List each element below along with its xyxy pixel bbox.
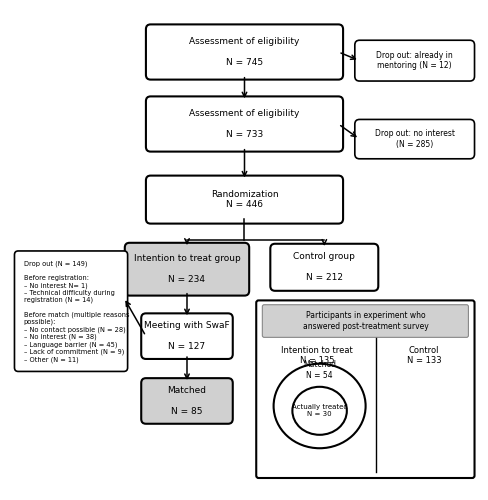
- FancyBboxPatch shape: [262, 304, 468, 338]
- FancyBboxPatch shape: [145, 96, 343, 152]
- Text: Assessment of eligibility

N = 733: Assessment of eligibility N = 733: [189, 109, 299, 139]
- Text: Participants in experiment who
answered post-treatment survey: Participants in experiment who answered …: [302, 312, 427, 330]
- Text: Control group

N = 212: Control group N = 212: [293, 252, 354, 282]
- FancyBboxPatch shape: [141, 314, 232, 359]
- FancyBboxPatch shape: [256, 300, 473, 478]
- FancyBboxPatch shape: [145, 176, 343, 224]
- Text: Matched
N = 54: Matched N = 54: [303, 360, 335, 380]
- FancyBboxPatch shape: [354, 120, 473, 159]
- Text: Meeting with SwaF

N = 127: Meeting with SwaF N = 127: [144, 322, 229, 351]
- FancyBboxPatch shape: [145, 24, 343, 80]
- Text: Assessment of eligibility

N = 745: Assessment of eligibility N = 745: [189, 37, 299, 67]
- FancyBboxPatch shape: [124, 243, 249, 296]
- Text: Intention to treat group

N = 234: Intention to treat group N = 234: [133, 254, 240, 284]
- FancyBboxPatch shape: [141, 378, 232, 424]
- Text: Control
N = 133: Control N = 133: [406, 346, 441, 366]
- Text: Intention to treat
N = 135: Intention to treat N = 135: [281, 346, 352, 366]
- Text: Drop out: already in
mentoring (N = 12): Drop out: already in mentoring (N = 12): [376, 51, 452, 70]
- Text: Randomization
N = 446: Randomization N = 446: [210, 190, 278, 210]
- Text: Drop out: no interest
(N = 285): Drop out: no interest (N = 285): [374, 130, 454, 149]
- Text: Actually treated
N = 30: Actually treated N = 30: [291, 404, 347, 417]
- Text: Matched

N = 85: Matched N = 85: [167, 386, 206, 416]
- Text: Drop out (N = 149)

Before registration:
– No interest N= 1)
– Technical difficu: Drop out (N = 149) Before registration: …: [24, 260, 129, 362]
- FancyBboxPatch shape: [270, 244, 378, 291]
- FancyBboxPatch shape: [354, 40, 473, 81]
- FancyBboxPatch shape: [15, 251, 127, 372]
